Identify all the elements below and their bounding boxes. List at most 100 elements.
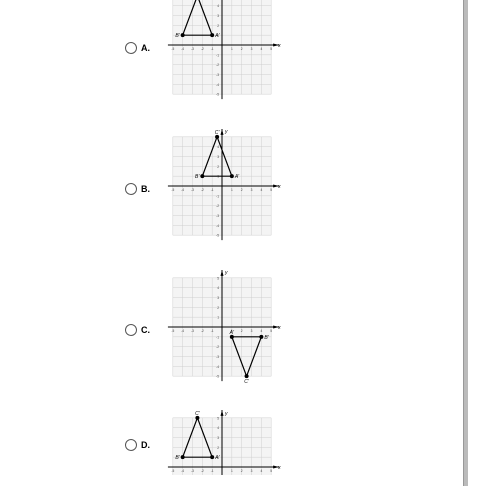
svg-text:2: 2 [217, 165, 219, 169]
svg-text:2: 2 [217, 24, 219, 28]
option-label: D. [141, 440, 150, 450]
svg-text:-2: -2 [201, 469, 204, 473]
svg-text:-1: -1 [216, 53, 219, 57]
svg-text:-3: -3 [191, 469, 194, 473]
option-row-C: C.-5-5-4-4-3-3-2-2-1-11122334455yxA'B'C' [125, 268, 500, 391]
option-row-A: A.-5-5-4-4-3-3-2-2-1-11122334455yxA'B'C' [125, 0, 500, 109]
svg-text:-1: -1 [211, 47, 214, 51]
svg-text:1: 1 [231, 47, 233, 51]
svg-text:-1: -1 [211, 329, 214, 333]
svg-text:-1: -1 [211, 188, 214, 192]
svg-text:-1: -1 [216, 194, 219, 198]
svg-text:2: 2 [217, 306, 219, 310]
svg-text:2: 2 [241, 329, 243, 333]
chart-C: -5-5-4-4-3-3-2-2-1-11122334455yxA'B'C' [163, 268, 281, 391]
svg-text:5: 5 [270, 469, 272, 473]
scrollbar[interactable] [463, 0, 468, 486]
svg-text:5: 5 [270, 329, 272, 333]
coordinate-grid: -5-5-4-4-3-3-2-2-1-11122334455yxA'B'C' [163, 268, 281, 386]
svg-text:-4: -4 [181, 469, 184, 473]
option-label: C. [141, 325, 150, 335]
options-container: A.-5-5-4-4-3-3-2-2-1-11122334455yxA'B'C'… [0, 0, 500, 480]
chart-B: -5-5-4-4-3-3-2-2-1-11122334455yxA'B'C' [163, 127, 281, 250]
svg-text:2: 2 [241, 188, 243, 192]
svg-text:-2: -2 [216, 345, 219, 349]
svg-text:-3: -3 [191, 329, 194, 333]
svg-text:x: x [277, 43, 281, 49]
svg-text:-4: -4 [181, 188, 184, 192]
svg-text:3: 3 [251, 469, 253, 473]
svg-text:-2: -2 [201, 329, 204, 333]
svg-text:5: 5 [270, 188, 272, 192]
svg-text:4: 4 [217, 145, 219, 149]
svg-text:4: 4 [260, 188, 262, 192]
svg-text:C': C' [215, 130, 221, 136]
svg-text:-3: -3 [216, 355, 219, 359]
svg-text:-4: -4 [181, 47, 184, 51]
svg-text:1: 1 [231, 188, 233, 192]
svg-text:-1: -1 [216, 335, 219, 339]
svg-text:C': C' [244, 379, 250, 385]
svg-text:2: 2 [241, 469, 243, 473]
coordinate-grid: -5-5-4-4-3-3-2-2-1-11122334455yxA'B'C' [163, 0, 281, 104]
svg-text:3: 3 [251, 188, 253, 192]
coordinate-grid: -5-4-3-2-11122334455yxA'B'C' [163, 409, 281, 475]
coordinate-grid: -5-5-4-4-3-3-2-2-1-11122334455yxA'B'C' [163, 127, 281, 245]
svg-text:x: x [277, 465, 281, 471]
radio-C[interactable] [125, 324, 137, 336]
svg-text:C': C' [195, 411, 201, 417]
chart-A: -5-5-4-4-3-3-2-2-1-11122334455yxA'B'C' [163, 0, 281, 109]
svg-text:5: 5 [217, 276, 219, 280]
svg-text:-4: -4 [216, 224, 219, 228]
svg-text:-5: -5 [216, 93, 219, 97]
svg-text:x: x [277, 184, 281, 190]
svg-text:-5: -5 [216, 234, 219, 238]
svg-text:4: 4 [260, 469, 262, 473]
svg-text:-3: -3 [191, 47, 194, 51]
svg-text:-2: -2 [201, 188, 204, 192]
option-row-D: D.-5-4-3-2-11122334455yxA'B'C' [125, 409, 500, 480]
svg-text:3: 3 [251, 47, 253, 51]
svg-text:-3: -3 [191, 188, 194, 192]
svg-text:4: 4 [217, 426, 219, 430]
option-label: A. [141, 43, 150, 53]
svg-text:-4: -4 [181, 329, 184, 333]
svg-text:y: y [224, 270, 228, 276]
svg-text:-2: -2 [216, 63, 219, 67]
svg-text:-4: -4 [216, 365, 219, 369]
svg-text:-4: -4 [216, 83, 219, 87]
svg-text:3: 3 [217, 155, 219, 159]
radio-B[interactable] [125, 183, 137, 195]
svg-text:-2: -2 [201, 47, 204, 51]
svg-text:-3: -3 [216, 73, 219, 77]
svg-text:-5: -5 [171, 188, 174, 192]
svg-text:1: 1 [217, 316, 219, 320]
svg-text:3: 3 [251, 329, 253, 333]
svg-text:5: 5 [270, 47, 272, 51]
svg-text:-1: -1 [211, 469, 214, 473]
svg-text:-5: -5 [171, 329, 174, 333]
svg-text:3: 3 [217, 436, 219, 440]
svg-text:-5: -5 [216, 375, 219, 379]
svg-text:y: y [224, 129, 228, 135]
svg-text:2: 2 [217, 446, 219, 450]
option-row-B: B.-5-5-4-4-3-3-2-2-1-11122334455yxA'B'C' [125, 127, 500, 250]
radio-D[interactable] [125, 439, 137, 451]
svg-text:3: 3 [217, 14, 219, 18]
svg-text:1: 1 [231, 469, 233, 473]
radio-A[interactable] [125, 42, 137, 54]
svg-text:-2: -2 [216, 204, 219, 208]
svg-text:2: 2 [241, 47, 243, 51]
svg-text:x: x [277, 325, 281, 331]
svg-text:4: 4 [217, 4, 219, 8]
svg-text:-5: -5 [171, 469, 174, 473]
svg-text:-5: -5 [171, 47, 174, 51]
svg-text:y: y [224, 411, 228, 417]
svg-text:-3: -3 [216, 214, 219, 218]
svg-text:4: 4 [260, 47, 262, 51]
svg-text:5: 5 [217, 416, 219, 420]
option-label: B. [141, 184, 150, 194]
svg-text:4: 4 [260, 329, 262, 333]
chart-D: -5-4-3-2-11122334455yxA'B'C' [163, 409, 281, 480]
svg-text:3: 3 [217, 296, 219, 300]
